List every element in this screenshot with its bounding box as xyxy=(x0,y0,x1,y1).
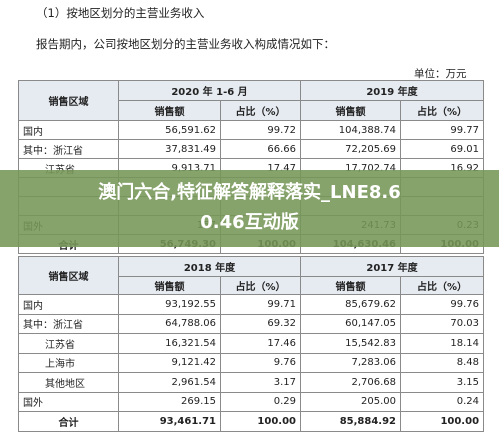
value-cell: 269.15 xyxy=(118,391,221,412)
subheader: 销售额 xyxy=(118,100,221,121)
value-cell: 17.46 xyxy=(219,333,302,354)
period-header: 2019 年度 xyxy=(299,80,485,101)
region-cell: 国外 xyxy=(18,391,119,412)
value-cell: 66.66 xyxy=(220,139,301,159)
value-cell: 56,591.62 xyxy=(118,120,221,140)
data-row: 国内 93,192.55 99.71 85,679.62 99.76 xyxy=(18,294,485,315)
region-header: 销售区域 xyxy=(18,80,119,121)
data-row: 其中：浙江省 37,831.49 66.66 72,205.69 69.01 xyxy=(18,139,485,159)
subheader: 占比（%） xyxy=(399,100,485,121)
header-row: 销售区域 2020 年 1-6 月 2019 年度 xyxy=(18,80,485,121)
value-cell: 9.76 xyxy=(219,352,302,373)
data-row: 国内 56,591.62 99.72 104,388.74 99.77 xyxy=(18,120,485,140)
region-cell: 合计 xyxy=(18,411,119,432)
value-cell: 93,461.71 xyxy=(118,411,221,432)
value-cell: 60,147.05 xyxy=(300,313,402,334)
region-cell: 其中：浙江省 xyxy=(18,313,119,334)
value-cell: 93,192.55 xyxy=(118,294,221,315)
value-cell: 3.15 xyxy=(400,372,485,393)
subheader: 销售额 xyxy=(300,100,401,121)
region-cell: 上海市 xyxy=(18,352,119,373)
value-cell: 16,321.54 xyxy=(118,333,221,354)
value-cell: 99.77 xyxy=(399,120,485,140)
data-row: 其中：浙江省 64,788.06 69.32 60,147.05 70.03 xyxy=(18,313,485,334)
value-cell: 100.00 xyxy=(400,411,485,432)
region-cell: 其中：浙江省 xyxy=(18,139,119,159)
value-cell: 99.76 xyxy=(400,294,485,315)
data-row: 上海市 9,121.42 9.76 7,283.06 8.48 xyxy=(18,352,485,373)
value-cell: 18.14 xyxy=(400,333,485,354)
region-cell: 国内 xyxy=(18,120,119,140)
value-cell: 8.48 xyxy=(400,352,485,373)
value-cell: 0.24 xyxy=(400,391,485,412)
value-cell: 64,788.06 xyxy=(118,313,221,334)
region-cell: 国内 xyxy=(18,294,119,315)
subheader: 占比（%） xyxy=(400,276,485,295)
data-row: 江苏省 16,321.54 17.46 15,542.83 18.14 xyxy=(18,333,485,354)
banner-line: 0.46互动版 xyxy=(200,212,299,233)
intro: 报告期内，公司按地区划分的主营业务收入构成情况如下： xyxy=(36,37,335,51)
data-table: 销售区域 2018 年度 2017 年度 销售额 占比（%） 销售额 占比（%） 国内 93,1… xyxy=(18,256,485,432)
period-header: 2018 年度 xyxy=(117,256,302,277)
value-cell: 2,706.68 xyxy=(300,372,402,393)
region-header: 销售区域 xyxy=(18,256,119,295)
value-cell: 9,121.42 xyxy=(118,352,221,373)
subheader-row: 销售额 占比（%） 销售额 占比（%） xyxy=(19,276,485,295)
value-cell: 85,679.62 xyxy=(300,294,402,315)
header-row: 销售区域 2018 年度 2017 年度 xyxy=(18,256,485,295)
subheader: 销售额 xyxy=(300,276,402,295)
region-cell: 江苏省 xyxy=(18,333,119,354)
subheader-row: 销售额 占比（%） 销售额 占比（%） xyxy=(19,100,485,121)
value-cell: 15,542.83 xyxy=(300,333,402,354)
subheader: 占比（%） xyxy=(220,100,301,121)
value-cell: 69.32 xyxy=(219,313,302,334)
value-cell: 72,205.69 xyxy=(300,139,401,159)
value-cell: 100.00 xyxy=(219,411,302,432)
subheader: 销售额 xyxy=(118,276,221,295)
heading: （1）按地区划分的主营业务收入 xyxy=(36,6,205,20)
region-cell: 其他地区 xyxy=(18,372,119,393)
value-cell: 85,884.92 xyxy=(300,411,402,432)
value-cell: 2,961.54 xyxy=(118,372,221,393)
banner-line: 澳门六合,特征解答解释落实_LNE8.6 xyxy=(98,182,401,203)
period-header: 2017 年度 xyxy=(300,256,485,277)
value-cell: 104,388.74 xyxy=(300,120,401,140)
data-row: 国外 269.15 0.29 205.00 0.24 xyxy=(18,391,485,412)
value-cell: 0.29 xyxy=(219,391,302,412)
value-cell: 69.01 xyxy=(399,139,485,159)
value-cell: 205.00 xyxy=(300,391,402,412)
data-row: 其他地区 2,961.54 3.17 2,706.68 3.15 xyxy=(18,372,485,393)
unit: 单位：万元 xyxy=(414,68,467,80)
period-header: 2020 年 1-6 月 xyxy=(118,80,301,101)
overlay-banner: 澳门六合,特征解答解释落实_LNE8.6 0.46互动版 xyxy=(0,170,499,247)
subheader: 占比（%） xyxy=(219,276,302,295)
value-cell: 37,831.49 xyxy=(118,139,221,159)
value-cell: 99.72 xyxy=(220,120,301,140)
value-cell: 99.71 xyxy=(219,294,302,315)
value-cell: 3.17 xyxy=(219,372,302,393)
value-cell: 7,283.06 xyxy=(300,352,402,373)
value-cell: 70.03 xyxy=(400,313,485,334)
data-row: 合计 93,461.71 100.00 85,884.92 100.00 xyxy=(18,411,485,432)
